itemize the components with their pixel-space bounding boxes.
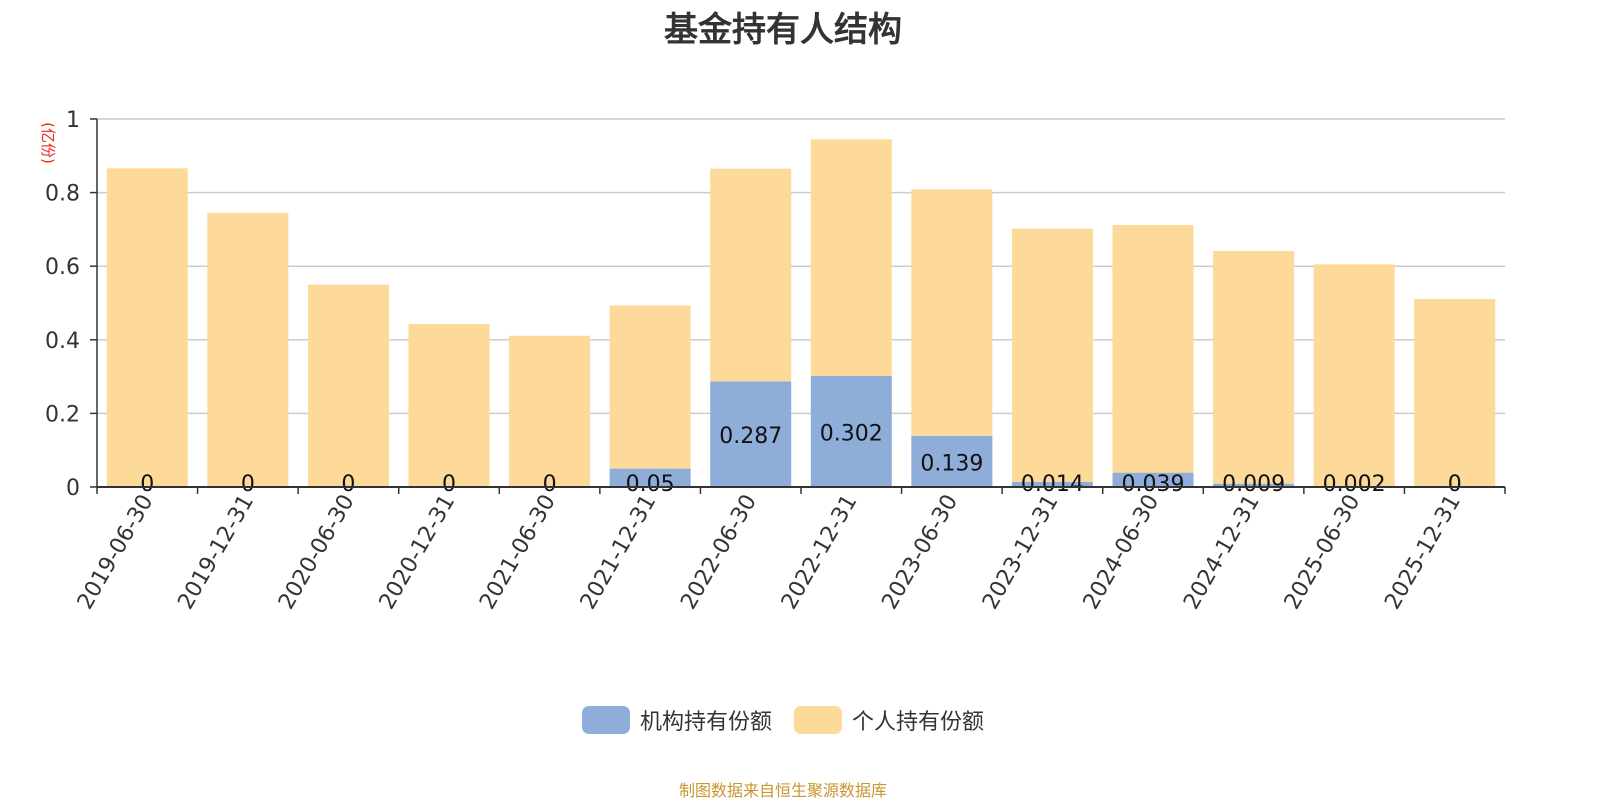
bar-individual — [207, 212, 289, 487]
bar-individual — [408, 323, 490, 487]
x-tick-label: 2022-12-31 — [777, 491, 863, 614]
x-tick-label: 2019-06-30 — [73, 491, 159, 614]
data-label: 0 — [341, 472, 355, 497]
y-tick-label: 0.2 — [45, 402, 80, 427]
data-labels: 0 0 0 0 0 0.05 0.287 0.302 0.139 0.014 0.039 0.009 0… — [140, 421, 1461, 497]
bar-individual — [710, 168, 792, 382]
y-tick-label: 0 — [66, 476, 80, 501]
bar-individual — [1313, 264, 1395, 487]
legend-label-individual: 个人持有份额 — [852, 710, 985, 735]
bar-institutional — [810, 375, 892, 487]
x-tick-label: 2025-06-30 — [1280, 491, 1366, 614]
y-tick-label: 0.6 — [45, 255, 80, 280]
x-tick-label: 2021-06-30 — [475, 491, 561, 614]
y-tick-label: 0.4 — [45, 329, 80, 354]
bar-individual — [1414, 298, 1496, 487]
data-label: 0.139 — [920, 451, 983, 476]
bar-institutional — [609, 468, 691, 487]
bars — [106, 139, 1496, 487]
data-label: 0.014 — [1021, 472, 1084, 497]
data-label: 0 — [442, 472, 456, 497]
data-label: 0.009 — [1222, 472, 1285, 497]
y-axis-unit-label: (亿份) — [39, 122, 57, 164]
source-note: 制图数据来自恒生聚源数据库 — [678, 781, 887, 800]
y-tick-label: 1 — [66, 108, 80, 133]
data-label: 0 — [140, 472, 154, 497]
legend-label-institutional: 机构持有份额 — [639, 710, 772, 735]
bar-institutional — [710, 381, 792, 487]
data-label: 0.05 — [626, 472, 675, 497]
bar-institutional — [1112, 472, 1194, 487]
x-tick-label: 2020-06-30 — [274, 491, 360, 614]
bar-institutional — [1213, 483, 1295, 487]
x-tick-label: 2023-06-30 — [877, 491, 963, 614]
bar-individual — [911, 189, 993, 436]
bar-individual — [1213, 251, 1295, 484]
bar-individual — [106, 168, 188, 487]
bar-individual — [509, 335, 591, 487]
legend-swatch-institutional — [581, 706, 630, 734]
data-label: 0 — [1448, 472, 1462, 497]
y-tick-label: 0.8 — [45, 182, 80, 207]
x-tick-label: 2024-06-30 — [1079, 491, 1165, 614]
x-tick-label: 2023-12-31 — [978, 491, 1064, 614]
bar-individual — [609, 305, 691, 469]
bar-institutional — [911, 435, 993, 487]
chart-title: 基金持有人结构 — [664, 10, 902, 50]
bar-individual — [810, 139, 892, 376]
data-label: 0 — [543, 472, 557, 497]
data-label: 0.039 — [1122, 472, 1185, 497]
x-tick-label: 2021-12-31 — [576, 491, 662, 614]
data-label: 0.287 — [719, 424, 782, 449]
x-tick-label: 2025-12-31 — [1380, 491, 1466, 614]
data-label: 0 — [241, 472, 255, 497]
x-tick-label: 2024-12-31 — [1179, 491, 1265, 614]
legend-item-individual[interactable]: 个人持有份额 — [794, 704, 984, 736]
bar-individual — [1011, 228, 1093, 482]
bar-individual — [307, 284, 389, 487]
legend-swatch-individual — [794, 706, 842, 734]
x-tick-label: 2020-12-31 — [375, 491, 461, 614]
data-label: 0.002 — [1323, 472, 1386, 497]
x-tick-label: 2022-06-30 — [676, 491, 762, 614]
x-tick-label: 2019-12-31 — [173, 491, 259, 614]
bar-institutional — [1011, 481, 1093, 487]
legend-item-institutional[interactable]: 机构持有份额 — [581, 704, 772, 736]
legend: 机构持有份额 个人持有份额 — [0, 704, 1566, 736]
data-label: 0.302 — [820, 421, 883, 446]
bar-individual — [1112, 224, 1194, 473]
